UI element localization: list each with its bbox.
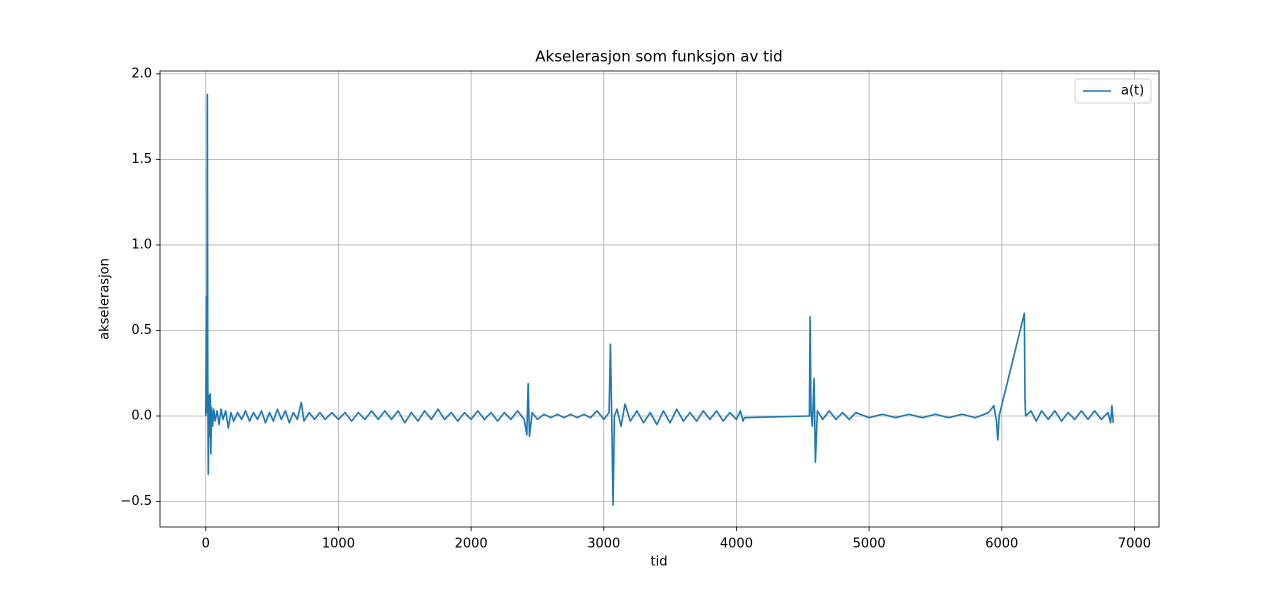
x-tick-label: 5000: [853, 537, 886, 552]
data-line: [204, 93, 1115, 506]
x-tick-label: 4000: [720, 537, 753, 552]
x-axis-label: tid: [651, 555, 668, 570]
y-tick-label: 2.0: [131, 66, 152, 81]
x-tick-label: 7000: [1118, 537, 1151, 552]
plot-frame: [159, 70, 1160, 528]
x-tick-label: 6000: [985, 537, 1018, 552]
legend-box: [1074, 78, 1152, 104]
y-tick-label: −0.5: [120, 494, 152, 509]
y-axis-label: akselerasjon: [98, 258, 113, 340]
legend-label: a(t): [1121, 84, 1144, 99]
y-tick-label: 1.0: [131, 237, 152, 252]
x-tick-label: 1000: [322, 537, 355, 552]
y-tick-label: 1.5: [131, 152, 152, 167]
y-tick-label: 0.0: [131, 408, 152, 423]
y-tick-label: 0.5: [131, 323, 152, 338]
x-tick-label: 3000: [587, 537, 620, 552]
x-tick-label: 0: [202, 537, 210, 552]
x-tick-label: 2000: [455, 537, 488, 552]
chart-title: Akselerasjon som funksjon av tid: [535, 48, 782, 66]
